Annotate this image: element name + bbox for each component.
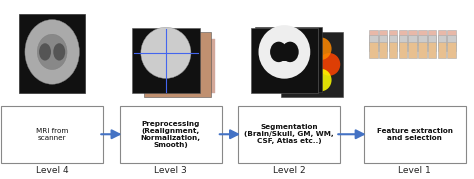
- FancyBboxPatch shape: [389, 35, 397, 51]
- FancyBboxPatch shape: [379, 30, 387, 45]
- FancyBboxPatch shape: [389, 30, 397, 45]
- FancyBboxPatch shape: [1, 106, 103, 163]
- FancyBboxPatch shape: [428, 35, 436, 51]
- FancyBboxPatch shape: [438, 35, 446, 51]
- FancyBboxPatch shape: [409, 42, 417, 58]
- Text: Level 3: Level 3: [154, 166, 187, 175]
- Ellipse shape: [37, 34, 67, 70]
- FancyBboxPatch shape: [389, 42, 397, 58]
- Ellipse shape: [141, 27, 191, 78]
- Ellipse shape: [310, 69, 331, 91]
- FancyBboxPatch shape: [364, 106, 465, 163]
- Ellipse shape: [284, 53, 305, 76]
- Ellipse shape: [310, 37, 331, 60]
- FancyBboxPatch shape: [409, 30, 417, 45]
- FancyBboxPatch shape: [255, 27, 322, 92]
- Text: Segmentation
(Brain/Skull, GM, WM,
CSF, Atlas etc..): Segmentation (Brain/Skull, GM, WM, CSF, …: [244, 124, 334, 144]
- FancyBboxPatch shape: [369, 30, 378, 45]
- FancyBboxPatch shape: [399, 35, 407, 51]
- FancyBboxPatch shape: [428, 42, 436, 58]
- FancyBboxPatch shape: [399, 30, 407, 45]
- FancyBboxPatch shape: [281, 32, 343, 97]
- FancyBboxPatch shape: [119, 106, 221, 163]
- FancyBboxPatch shape: [409, 35, 417, 51]
- FancyBboxPatch shape: [251, 28, 318, 93]
- FancyBboxPatch shape: [399, 42, 407, 58]
- Ellipse shape: [39, 43, 51, 61]
- FancyBboxPatch shape: [379, 42, 387, 58]
- FancyBboxPatch shape: [418, 30, 427, 45]
- FancyBboxPatch shape: [447, 30, 456, 45]
- Ellipse shape: [270, 42, 287, 62]
- Ellipse shape: [292, 69, 314, 91]
- Text: Level 4: Level 4: [36, 166, 68, 175]
- Text: Level 1: Level 1: [398, 166, 431, 175]
- FancyBboxPatch shape: [428, 30, 436, 45]
- FancyBboxPatch shape: [418, 42, 427, 58]
- Ellipse shape: [282, 42, 299, 62]
- FancyBboxPatch shape: [282, 47, 287, 61]
- FancyBboxPatch shape: [447, 42, 456, 58]
- FancyBboxPatch shape: [379, 35, 387, 51]
- FancyBboxPatch shape: [369, 35, 378, 51]
- Text: MRI from
scanner: MRI from scanner: [36, 128, 68, 141]
- FancyBboxPatch shape: [144, 32, 211, 97]
- Text: Level 2: Level 2: [273, 166, 305, 175]
- Ellipse shape: [25, 20, 79, 84]
- Ellipse shape: [258, 25, 310, 79]
- FancyBboxPatch shape: [418, 35, 427, 51]
- FancyBboxPatch shape: [438, 42, 446, 58]
- Text: Preprocessing
(Realignment,
Normalization,
Smooth): Preprocessing (Realignment, Normalizatio…: [141, 121, 201, 148]
- FancyBboxPatch shape: [178, 38, 215, 93]
- FancyBboxPatch shape: [447, 35, 456, 51]
- FancyBboxPatch shape: [132, 28, 200, 93]
- Text: Feature extraction
and selection: Feature extraction and selection: [377, 128, 453, 141]
- FancyBboxPatch shape: [238, 106, 340, 163]
- Ellipse shape: [53, 43, 65, 61]
- Ellipse shape: [319, 53, 340, 76]
- Ellipse shape: [292, 37, 314, 60]
- FancyBboxPatch shape: [369, 42, 378, 58]
- FancyBboxPatch shape: [19, 14, 85, 93]
- FancyBboxPatch shape: [438, 30, 446, 45]
